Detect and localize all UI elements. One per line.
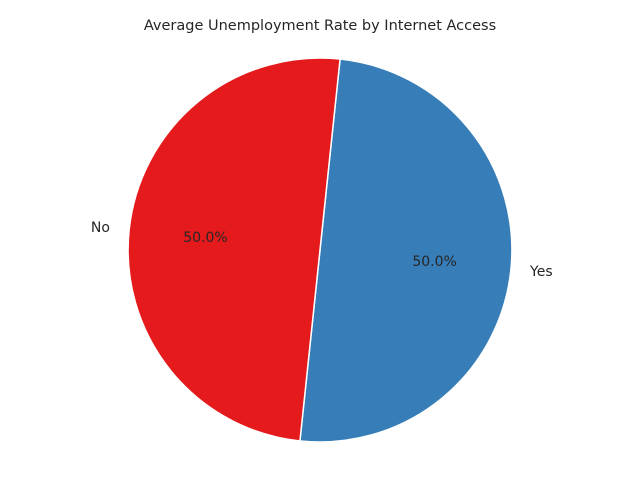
- pie-category-label-yes: Yes: [529, 264, 553, 280]
- pie-category-label-no: No: [91, 220, 110, 236]
- pie-slice-no: [127, 57, 341, 442]
- pie-slices: [127, 57, 513, 443]
- pie-labels: 50.0% Yes 50.0% No: [91, 220, 553, 280]
- pie-percent-label-yes: 50.0%: [412, 254, 456, 270]
- pie-percent-label-no: 50.0%: [183, 230, 227, 246]
- chart-title: Average Unemployment Rate by Internet Ac…: [144, 18, 496, 34]
- pie-slice-yes: [299, 58, 513, 443]
